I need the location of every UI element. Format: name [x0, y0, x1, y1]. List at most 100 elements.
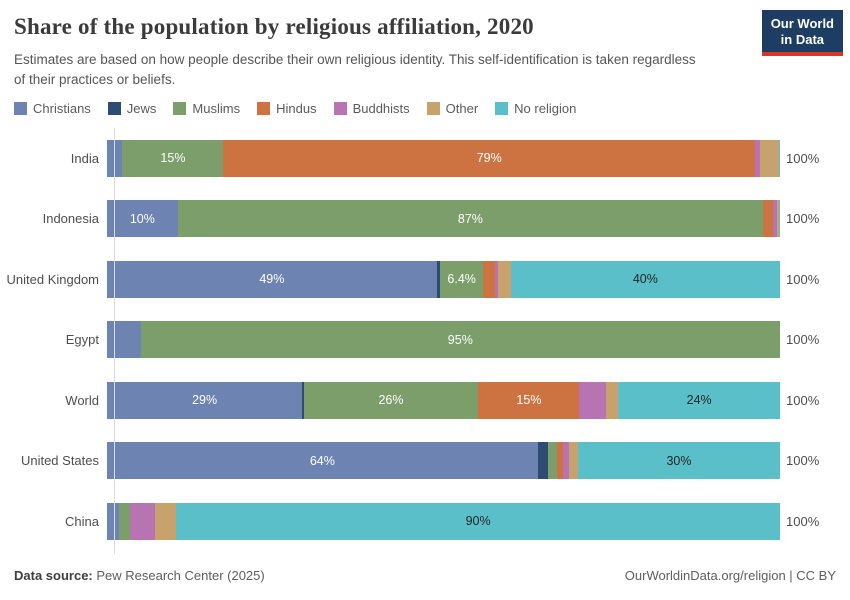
owid-logo-line1: Our World	[770, 16, 834, 31]
row-total-label: 100%	[786, 453, 820, 469]
bar-segment-other	[760, 139, 779, 177]
legend-label: No religion	[514, 101, 577, 116]
bar-segment-christians: 10%	[107, 200, 178, 238]
bar-segment-other	[606, 381, 619, 419]
legend-label: Jews	[126, 101, 157, 116]
stacked-bar-chart: India 15% 79% 100% Indonesia 10% 87% 100% United…	[0, 128, 850, 554]
stacked-bar: 49% 6.4% 40%	[107, 260, 780, 298]
row-total-label: 100%	[786, 332, 820, 348]
bar-value-label: 10%	[129, 211, 155, 226]
legend-label: Christians	[33, 101, 91, 116]
bar-segment-muslims: 95%	[140, 321, 780, 359]
bar-value-label: 26%	[378, 393, 404, 408]
bar-segment-no-religion	[778, 139, 780, 177]
data-source-note: Data source: Pew Research Center (2025)	[14, 568, 265, 583]
legend-swatch-icon	[107, 102, 121, 115]
bar-segment-muslims	[119, 502, 130, 540]
bar-segment-jews	[302, 381, 304, 419]
data-source-text: Pew Research Center (2025)	[92, 568, 265, 583]
legend-swatch-icon	[426, 102, 440, 115]
bar-segment-hindus	[556, 442, 563, 480]
bar-segment-hindus: 15%	[478, 381, 580, 419]
legend: Christians Jews Muslims Hindus Buddhists Othe…	[14, 101, 576, 116]
bar-segment-muslims: 6.4%	[440, 260, 484, 298]
bar-segment-muslims: 87%	[177, 200, 764, 238]
bar-segment-jews	[537, 442, 549, 480]
legend-item-muslims: Muslims	[173, 101, 240, 116]
category-label: India	[70, 150, 99, 166]
bar-row-indonesia: Indonesia 10% 87% 100%	[0, 189, 850, 250]
row-total-label: 100%	[786, 392, 820, 408]
owid-logo-line2: in Data	[780, 31, 825, 47]
bar-segment-muslims: 26%	[303, 381, 479, 419]
bar-segment-christians	[107, 502, 120, 540]
bar-segment-other	[497, 260, 511, 298]
bar-segment-hindus	[763, 200, 774, 238]
bar-segment-buddhists	[562, 442, 570, 480]
legend-label: Other	[445, 101, 479, 116]
bar-value-label: 95%	[447, 332, 473, 347]
owid-license-link[interactable]: OurWorldinData.org/religion | CC BY	[624, 568, 836, 583]
bar-segment-christians: 64%	[107, 442, 538, 480]
bar-segment-other	[777, 200, 780, 238]
bar-value-label: 49%	[259, 272, 285, 287]
bar-segment-other	[154, 502, 177, 540]
legend-label: Muslims	[192, 101, 241, 116]
bar-value-label: 29%	[192, 393, 218, 408]
bar-value-label: 24%	[686, 393, 712, 408]
bar-segment-buddhists	[129, 502, 155, 540]
bar-row-india: India 15% 79% 100%	[0, 128, 850, 189]
bar-segment-hindus	[483, 260, 495, 298]
bar-segment-muslims	[548, 442, 557, 480]
row-total-label: 100%	[786, 211, 820, 227]
stacked-bar: 15% 79%	[107, 139, 780, 177]
legend-swatch-icon	[257, 102, 271, 115]
stacked-bar: 95%	[107, 321, 780, 359]
bar-segment-buddhists	[755, 139, 761, 177]
bar-segment-no-religion: 90%	[176, 502, 780, 540]
legend-label: Buddhists	[352, 101, 410, 116]
bar-value-label: 30%	[666, 453, 692, 468]
bar-value-label: 64%	[309, 453, 335, 468]
legend-swatch-icon	[173, 102, 187, 115]
category-label: Indonesia	[42, 211, 99, 227]
legend-swatch-icon	[14, 102, 27, 115]
bar-row-china: China 90% 100%	[0, 491, 850, 552]
owid-logo: Our World in Data	[761, 10, 843, 57]
bar-segment-no-religion	[779, 200, 780, 238]
legend-item-hindus: Hindus	[257, 101, 317, 116]
data-source-label: Data source:	[14, 568, 93, 583]
bar-segment-jews	[436, 260, 441, 298]
stacked-bar: 90%	[107, 502, 780, 540]
bar-value-label: 15%	[160, 151, 186, 166]
bar-segment-buddhists	[579, 381, 607, 419]
chart-title: Share of the population by religious aff…	[14, 14, 534, 39]
stacked-bar: 10% 87%	[107, 200, 780, 238]
bar-segment-christians: 49%	[107, 260, 437, 298]
footer: Data source: Pew Research Center (2025) …	[14, 568, 836, 583]
bar-segment-muslims: 15%	[122, 139, 224, 177]
legend-item-no-religion: No religion	[495, 101, 576, 116]
legend-item-buddhists: Buddhists	[333, 101, 410, 116]
category-label: Egypt	[65, 332, 99, 348]
bar-segment-buddhists	[494, 260, 498, 298]
bar-segment-buddhists	[773, 200, 778, 238]
chart-subtitle: Estimates are based on how people descri…	[14, 52, 696, 88]
bar-segment-no-religion: 24%	[618, 381, 780, 419]
legend-item-other: Other	[426, 101, 479, 116]
bar-value-label: 6.4%	[447, 272, 476, 287]
legend-swatch-icon	[495, 102, 509, 115]
row-total-label: 100%	[786, 271, 820, 287]
stacked-bar: 64% 30%	[107, 442, 780, 480]
y-axis-line	[114, 128, 115, 554]
bar-row-united-kingdom: United Kingdom 49% 6.4% 40% 100%	[0, 249, 850, 310]
bar-value-label: 40%	[632, 272, 658, 287]
bar-segment-christians: 29%	[107, 381, 303, 419]
row-total-label: 100%	[786, 513, 820, 529]
legend-swatch-icon	[333, 102, 347, 115]
bar-segment-other	[569, 442, 579, 480]
bar-row-world: World 29% 26% 15% 24% 100%	[0, 370, 850, 431]
category-label: World	[65, 392, 99, 408]
bar-value-label: 90%	[465, 514, 491, 529]
bar-segment-no-religion: 40%	[510, 260, 780, 298]
